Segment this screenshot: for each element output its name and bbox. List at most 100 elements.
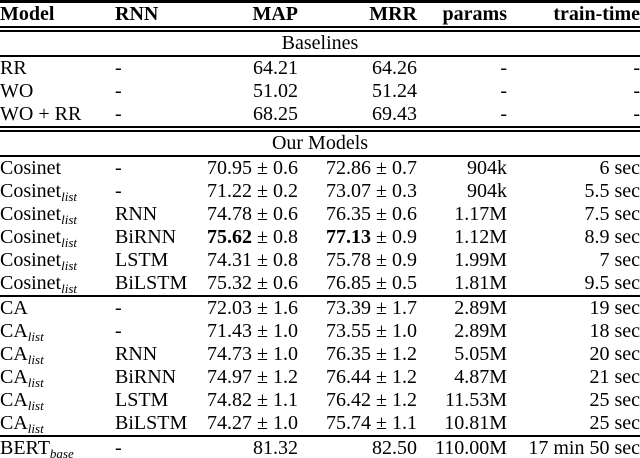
cell-model: Cosinetlist: [0, 203, 115, 226]
section-title: Our Models: [271, 132, 369, 154]
cell-rnn: BiLSTM: [115, 272, 188, 294]
cell-train-time: 25 sec: [589, 389, 640, 411]
mrr-value: 75.78: [326, 249, 372, 271]
model-name: WO + RR: [0, 103, 82, 125]
cell-model: CAlist: [0, 412, 115, 436]
cell-train-time: 7 sec: [599, 249, 640, 271]
cell-params: 1.99M: [454, 249, 507, 271]
cell-mrr: 77.13 ± 0.9: [326, 226, 417, 248]
cell-model: WO + RR: [0, 103, 115, 129]
column-header-map: MAP: [252, 3, 298, 25]
mrr-value: 76.44: [326, 366, 372, 388]
table-row: CAlist BiLSTM 74.27 ± 1.0 75.74 ± 1.1 10.81M…: [0, 412, 640, 436]
cell-params: 5.05M: [454, 343, 507, 365]
table-row: BERTbase -81.32 82.50 110.00M 17 min 50 sec: [0, 436, 640, 458]
table-row: Cosinetlist LSTM 74.31 ± 0.8 75.78 ± 0.9 1.9…: [0, 249, 640, 272]
cell-mrr: 73.39 ± 1.7: [326, 297, 417, 319]
model-name: CA: [0, 343, 28, 365]
cell-map: 75.32 ± 0.6: [207, 272, 298, 294]
cell-train-time: -: [633, 57, 640, 79]
cell-model: CA: [0, 296, 115, 320]
map-value: 70.95: [207, 157, 253, 179]
cell-params: 4.87M: [454, 366, 507, 388]
cell-params: 10.81M: [444, 412, 507, 434]
model-name: RR: [0, 57, 27, 79]
cell-map: 71.22 ± 0.2: [207, 180, 298, 202]
cell-train-time: 17 min 50 sec: [528, 437, 640, 458]
column-header-row: Model RNN MAP MRR params train-time: [0, 1, 640, 29]
model-name: Cosinet: [0, 180, 62, 202]
table-row: WO - 51.02 51.24 - -: [0, 80, 640, 103]
map-value: 74.97: [207, 366, 253, 388]
map-value: 71.43: [207, 320, 253, 342]
model-name: CA: [0, 389, 28, 411]
table-row: Cosinetlist BiLSTM 75.32 ± 0.6 76.85 ± 0.5 1…: [0, 272, 640, 296]
cell-mrr: 75.78 ± 0.9: [326, 249, 417, 271]
model-subscript: list: [61, 258, 78, 273]
cell-train-time: 20 sec: [589, 343, 640, 365]
cell-map: 68.25: [203, 103, 298, 129]
model-subscript: list: [27, 375, 44, 390]
mrr-value: 51.24: [372, 80, 417, 102]
cell-rnn: -: [115, 437, 122, 458]
map-value: 74.73: [207, 343, 253, 365]
table-row: CAlist BiRNN 74.97 ± 1.2 76.44 ± 1.2 4.87M 21…: [0, 366, 640, 389]
model-subscript: list: [61, 212, 78, 227]
cell-map: 64.21: [203, 56, 298, 80]
cell-map: 51.02: [203, 80, 298, 103]
mrr-value: 75.74: [326, 412, 372, 434]
cell-model: CAlist: [0, 389, 115, 412]
cell-model: RR: [0, 56, 115, 80]
cell-params: 904k: [467, 180, 507, 202]
cell-rnn: -: [115, 297, 122, 319]
model-subscript: list: [61, 281, 78, 296]
cell-mrr: 82.50: [298, 436, 417, 458]
cell-model: Cosinet: [0, 156, 115, 180]
cell-mrr: 51.24: [298, 80, 417, 103]
cell-params: 904k: [467, 157, 507, 179]
cell-map: 74.31 ± 0.8: [207, 249, 298, 271]
section-header-row: Baselines: [0, 29, 640, 56]
cell-mrr: 75.74 ± 1.1: [326, 412, 417, 434]
column-header-rnn: RNN: [115, 3, 159, 25]
cell-rnn: BiRNN: [115, 226, 177, 248]
cell-params: 110.00M: [434, 437, 507, 458]
map-value: 71.22: [207, 180, 253, 202]
column-header-params: params: [442, 3, 507, 25]
cell-model: CAlist: [0, 343, 115, 366]
cell-map: 74.97 ± 1.2: [207, 366, 298, 388]
mrr-value: 64.26: [372, 57, 417, 79]
mrr-value: 72.86: [326, 157, 372, 179]
cell-params: 2.89M: [454, 320, 507, 342]
table-row: WO + RR - 68.25 69.43 - -: [0, 103, 640, 129]
cell-rnn: RNN: [115, 343, 158, 365]
table-row: Cosinetlist BiRNN 75.62 ± 0.8 77.13 ± 0.9 1.…: [0, 226, 640, 249]
table-row: Cosinet - 70.95 ± 0.6 72.86 ± 0.7 904k 6 sec: [0, 156, 640, 180]
model-subscript: list: [27, 421, 44, 436]
cell-train-time: 7.5 sec: [584, 203, 640, 225]
cell-params: 1.12M: [454, 226, 507, 248]
table-body: Baselines RR -64.21 64.26- - WO -51.02 51.24- - W…: [0, 29, 640, 458]
model-subscript: list: [27, 398, 44, 413]
cell-train-time: -: [633, 80, 640, 102]
cell-train-time: 9.5 sec: [584, 272, 640, 294]
table-row: CAlist -71.43 ± 1.0 73.55 ± 1.0 2.89M 18 sec: [0, 320, 640, 343]
model-name: Cosinet: [0, 272, 62, 294]
cell-params: -: [500, 57, 507, 79]
cell-map: 74.73 ± 1.0: [207, 343, 298, 365]
cell-train-time: 18 sec: [589, 320, 640, 342]
cell-mrr: 72.86 ± 0.7: [326, 157, 417, 179]
table-header: Model RNN MAP MRR params train-time: [0, 1, 640, 29]
cell-params: 1.17M: [454, 203, 507, 225]
cell-rnn: -: [115, 57, 122, 79]
table-row: Cosinetlist RNN 74.78 ± 0.6 76.35 ± 0.6 1.17…: [0, 203, 640, 226]
model-name: CA: [0, 412, 28, 434]
table-row: RR - 64.21 64.26 - -: [0, 56, 640, 80]
cell-model: CAlist: [0, 320, 115, 343]
model-name: Cosinet: [0, 249, 62, 271]
cell-params: -: [500, 80, 507, 102]
cell-train-time: -: [633, 103, 640, 125]
section-title: Baselines: [281, 32, 359, 54]
cell-rnn: RNN: [115, 203, 158, 225]
